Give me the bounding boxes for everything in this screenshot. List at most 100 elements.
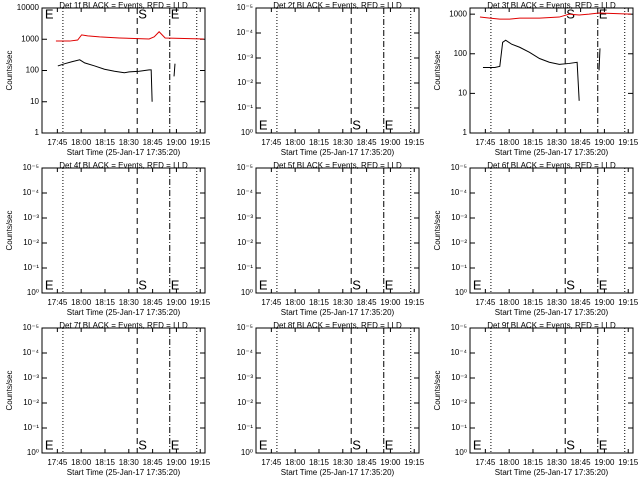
y-tick-label: 10⁻² (23, 398, 39, 407)
x-tick-label: 18:00 (71, 298, 92, 307)
x-tick-label: 19:15 (618, 298, 639, 307)
x-tick-label: 18:30 (333, 458, 354, 467)
y-tick-label: 10⁻⁵ (451, 163, 467, 172)
time-marker-label: S (352, 117, 361, 132)
y-tick-label: 10⁻⁴ (450, 188, 467, 197)
x-tick-label: 19:00 (166, 298, 187, 307)
x-axis-label: Start Time (25-Jan-17 17:35:20) (495, 308, 609, 317)
y-tick-label: 10⁻³ (23, 373, 39, 382)
x-tick-label: 18:15 (523, 458, 544, 467)
x-tick-label: 18:45 (571, 458, 592, 467)
y-tick-label: 10⁰ (27, 288, 39, 297)
x-tick-label: 18:15 (523, 298, 544, 307)
panel: Det 8f BLACK = Events, RED = LLD Start Ti… (236, 321, 424, 477)
y-tick-label: 1 (35, 128, 40, 137)
x-tick-label: 18:30 (333, 138, 354, 147)
y-tick-label: 10⁻³ (23, 213, 39, 222)
x-tick-label: 19:15 (190, 458, 211, 467)
x-tick-label: 19:15 (190, 138, 211, 147)
x-tick-label: 18:45 (143, 458, 164, 467)
y-axis-label: Counts/sec (433, 50, 442, 90)
x-tick-label: 18:45 (571, 138, 592, 147)
x-tick-label: 18:30 (547, 138, 568, 147)
y-tick-label: 10⁻² (237, 238, 253, 247)
y-tick-label: 10⁻³ (237, 373, 253, 382)
x-tick-label: 19:15 (618, 458, 639, 467)
x-tick-label: 18:15 (523, 138, 544, 147)
x-tick-label: 18:15 (95, 298, 116, 307)
x-tick-label: 18:30 (119, 458, 140, 467)
panel: Det 2f BLACK = Events, RED = LLD Start Ti… (236, 1, 424, 157)
y-tick-label: 1000 (21, 34, 39, 43)
x-tick-label: 19:00 (166, 458, 187, 467)
x-axis-label: Start Time (25-Jan-17 17:35:20) (281, 148, 395, 157)
y-tick-label: 10⁻¹ (237, 103, 253, 112)
x-axis-label: Start Time (25-Jan-17 17:35:20) (67, 148, 181, 157)
x-tick-label: 19:00 (594, 298, 615, 307)
y-axis-label: Counts/sec (5, 50, 14, 90)
x-tick-label: 18:45 (357, 138, 378, 147)
x-axis-label: Start Time (25-Jan-17 17:35:20) (495, 468, 609, 477)
y-tick-label: 10000 (17, 3, 40, 12)
time-marker-label: E (171, 437, 180, 452)
time-marker-label: E (45, 6, 54, 21)
panel-title: Det 1f BLACK = Events, RED = LLD (59, 1, 188, 10)
x-axis-label: Start Time (25-Jan-17 17:35:20) (281, 308, 395, 317)
x-axis-label: Start Time (25-Jan-17 17:35:20) (495, 148, 609, 157)
y-tick-label: 10⁻⁴ (236, 348, 253, 357)
panel: Det 7f BLACK = Events, RED = LLD Counts/s… (5, 321, 211, 477)
plot-frame (255, 167, 420, 294)
panel-title: Det 9f BLACK = Events, RED = LLD (487, 321, 616, 330)
time-marker-label: E (171, 6, 180, 21)
plot-frame (41, 327, 206, 454)
time-marker-label: E (259, 277, 268, 292)
time-marker-label: S (352, 277, 361, 292)
x-tick-label: 18:45 (143, 138, 164, 147)
y-tick-label: 10⁻¹ (23, 423, 39, 432)
time-marker-label: E (45, 277, 54, 292)
x-tick-label: 19:00 (594, 458, 615, 467)
x-tick-label: 17:45 (261, 138, 282, 147)
time-marker-label: E (599, 6, 608, 21)
x-tick-label: 18:00 (285, 298, 306, 307)
x-tick-label: 17:45 (261, 298, 282, 307)
time-marker-label: S (138, 437, 147, 452)
y-tick-label: 10⁰ (241, 288, 253, 297)
time-marker-label: E (171, 277, 180, 292)
y-tick-label: 10 (458, 88, 467, 97)
time-marker-label: E (385, 117, 394, 132)
y-tick-label: 10⁻⁵ (237, 323, 253, 332)
y-axis-label: Counts/sec (433, 370, 442, 410)
x-axis-label: Start Time (25-Jan-17 17:35:20) (67, 308, 181, 317)
x-tick-label: 17:45 (47, 138, 68, 147)
y-tick-label: 10⁻² (237, 398, 253, 407)
panel-title: Det 2f BLACK = Events, RED = LLD (273, 1, 402, 10)
y-tick-label: 1000 (449, 9, 467, 18)
x-tick-label: 18:00 (285, 458, 306, 467)
time-marker-label: E (385, 277, 394, 292)
y-tick-label: 10⁻⁵ (451, 323, 467, 332)
x-tick-label: 18:00 (499, 138, 520, 147)
series-line (479, 12, 631, 20)
x-tick-label: 18:30 (547, 298, 568, 307)
y-axis-label: Counts/sec (5, 370, 14, 410)
plot-frame (255, 327, 420, 454)
panel-title: Det 5f BLACK = Events, RED = LLD (273, 161, 402, 170)
plot-frame (255, 7, 420, 134)
x-tick-label: 17:45 (475, 138, 496, 147)
panel: Det 3f BLACK = Events, RED = LLD Counts/s… (433, 1, 639, 157)
y-tick-label: 10 (30, 97, 39, 106)
y-tick-label: 10⁰ (241, 448, 253, 457)
panel: Det 4f BLACK = Events, RED = LLD Counts/s… (5, 161, 211, 317)
x-tick-label: 18:15 (309, 138, 330, 147)
x-tick-label: 19:15 (404, 298, 425, 307)
y-tick-label: 10⁻² (23, 238, 39, 247)
y-tick-label: 10⁻¹ (451, 263, 467, 272)
x-tick-label: 18:45 (143, 298, 164, 307)
series-line (55, 31, 204, 42)
y-tick-label: 10⁰ (455, 288, 467, 297)
series-line (482, 39, 601, 101)
y-tick-label: 10⁰ (241, 128, 253, 137)
x-tick-label: 18:30 (333, 298, 354, 307)
